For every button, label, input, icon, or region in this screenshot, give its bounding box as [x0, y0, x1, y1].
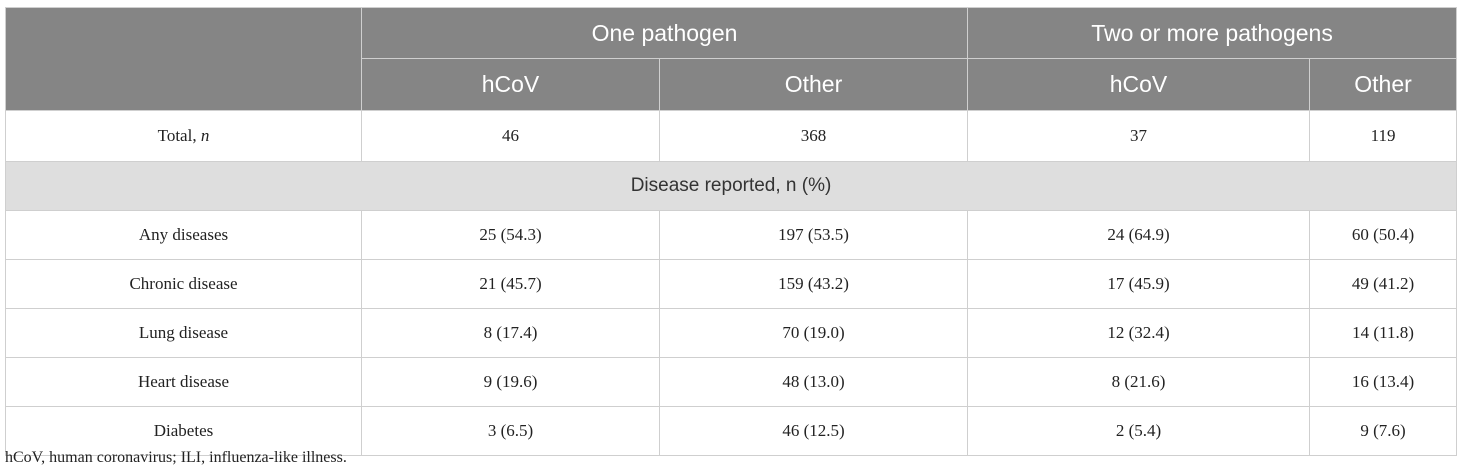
sub-header-hcov-two: hCoV [967, 58, 1311, 111]
row-label: Diabetes [5, 406, 362, 456]
table-row: Diabetes 3 (6.5) 46 (12.5) 2 (5.4) 9 (7.… [5, 406, 1458, 456]
table-cell: 368 [658, 110, 969, 162]
group-header-one-pathogen: One pathogen [360, 7, 969, 59]
table-cell: 197 (53.5) [658, 210, 969, 260]
section-row-disease-reported: Disease reported, n (%) [4, 161, 1458, 211]
table-cell: 70 (19.0) [658, 308, 969, 358]
table-cell: 8 (21.6) [967, 357, 1311, 407]
table-cell: 25 (54.3) [361, 210, 660, 260]
row-label: Any diseases [5, 210, 362, 260]
table-cell: 48 (13.0) [658, 357, 969, 407]
table-cell: 16 (13.4) [1309, 357, 1458, 407]
corner-header-cell [5, 7, 362, 111]
table-cell: 46 (12.5) [658, 406, 969, 456]
table-cell: 8 (17.4) [361, 308, 660, 358]
sub-header-row: hCoV Other hCoV Other [6, 58, 1458, 111]
table-cell: 2 (5.4) [967, 406, 1311, 456]
sub-header-hcov-one: hCoV [361, 58, 660, 111]
row-label: Heart disease [5, 357, 362, 407]
table-cell: 49 (41.2) [1309, 259, 1458, 309]
row-label: Chronic disease [5, 259, 362, 309]
table-cell: 12 (32.4) [967, 308, 1311, 358]
row-label: Lung disease [5, 308, 362, 358]
table-row-total: Total, n 46 368 37 119 [5, 110, 1458, 162]
total-label-n: n [200, 126, 210, 145]
group-header-two-or-more-pathogens: Two or more pathogens [967, 7, 1458, 59]
table-row: Chronic disease 21 (45.7) 159 (43.2) 17 … [5, 259, 1458, 309]
table-cell: 14 (11.8) [1309, 308, 1458, 358]
sub-header-other-two: Other [1309, 58, 1458, 111]
table-cell: 37 [967, 110, 1311, 162]
sub-header-other-one: Other [658, 58, 969, 111]
table-cell: 60 (50.4) [1309, 210, 1458, 260]
table-cell: 159 (43.2) [658, 259, 969, 309]
table-footnote: hCoV, human coronavirus; ILI, influenza-… [5, 449, 347, 466]
table-row: Any diseases 25 (54.3) 197 (53.5) 24 (64… [5, 210, 1458, 260]
table-row: Heart disease 9 (19.6) 48 (13.0) 8 (21.6… [5, 357, 1458, 407]
table-cell: 17 (45.9) [967, 259, 1311, 309]
table-cell: 21 (45.7) [361, 259, 660, 309]
table-row: Lung disease 8 (17.4) 70 (19.0) 12 (32.4… [5, 308, 1458, 358]
section-label: Disease reported, n (%) [4, 161, 1458, 211]
table-cell: 24 (64.9) [967, 210, 1311, 260]
group-header-row: One pathogen Two or more pathogens [5, 7, 1458, 111]
table-cell: 46 [361, 110, 660, 162]
row-label: Total, n [5, 110, 362, 162]
table-cell: 3 (6.5) [361, 406, 660, 456]
table-cell: 119 [1309, 110, 1458, 162]
data-table: One pathogen Two or more pathogens hCoV … [4, 7, 1458, 456]
table-cell: 9 (7.6) [1309, 406, 1458, 456]
total-label-text: Total, [157, 126, 201, 145]
table-cell: 9 (19.6) [361, 357, 660, 407]
